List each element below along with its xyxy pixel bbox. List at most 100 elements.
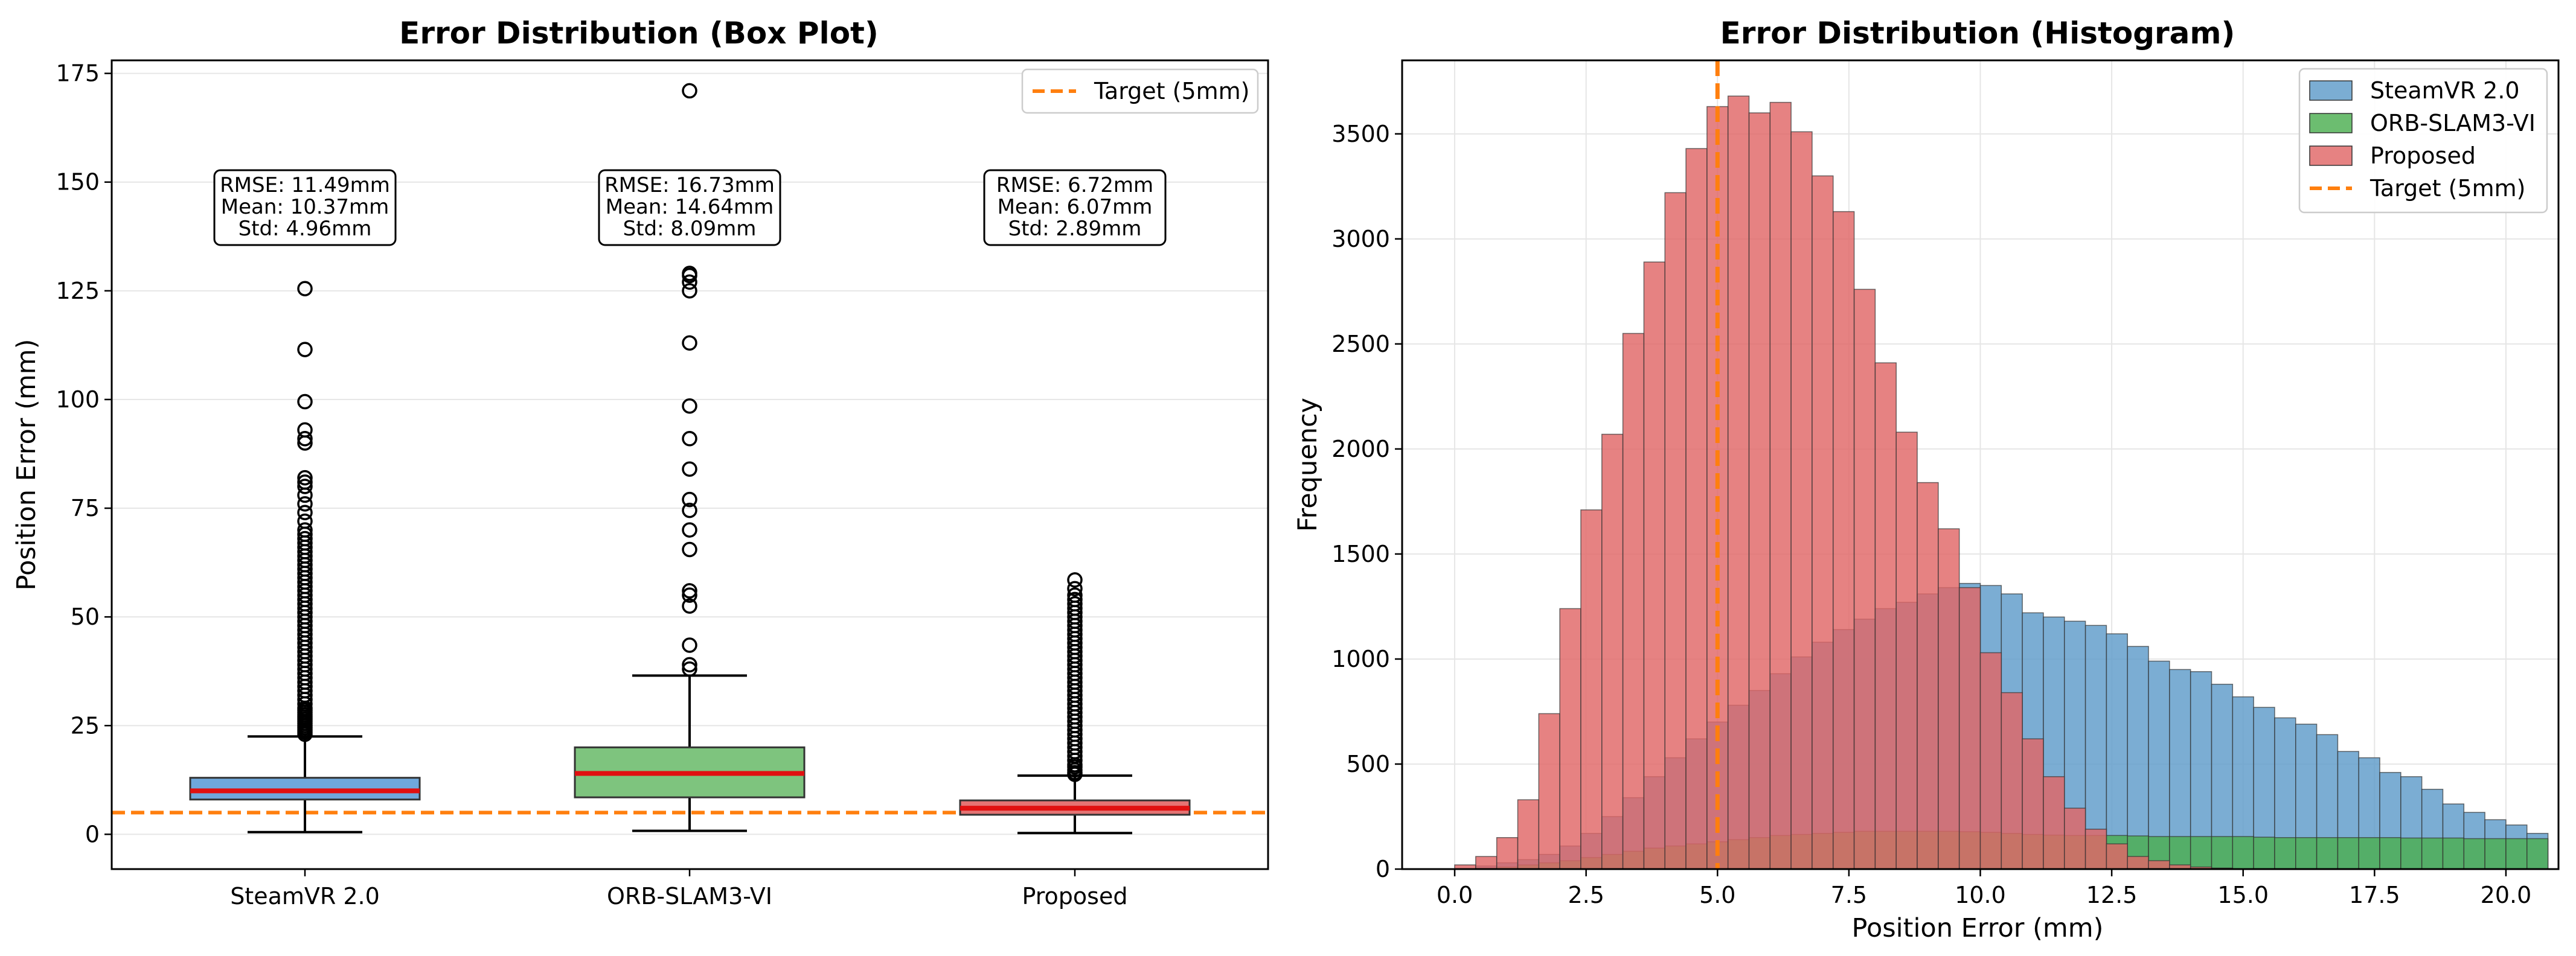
histogram-bar (2253, 836, 2275, 870)
histogram-bars (1454, 95, 2549, 870)
box-outlier-point (1067, 587, 1083, 603)
box-outlier-point (297, 496, 313, 512)
histogram-bar (2106, 843, 2128, 870)
box-plot-x-tick-label: Proposed (1022, 883, 1128, 910)
box-outlier-point (682, 431, 697, 447)
box-outlier-point (682, 274, 697, 290)
histogram-bar (1938, 528, 1960, 870)
box-outlier-point (682, 657, 697, 673)
histogram-bar (1812, 175, 1834, 870)
box-orb-slam3-vi (574, 83, 806, 832)
box-outlier-point (682, 637, 697, 653)
histogram-bar (1979, 652, 2002, 870)
box-stats-frame (983, 169, 1167, 246)
histogram-legend: SteamVR 2.0 ORB-SLAM3-VI Proposed Target (5… (2298, 68, 2548, 214)
box-plot-x-tick-label: ORB-SLAM3-VI (607, 883, 772, 910)
histogram-bar (2463, 838, 2485, 870)
histogram-bar (2442, 837, 2465, 870)
histogram-bar (2526, 838, 2549, 870)
histogram-x-tick-label: 20.0 (2481, 882, 2532, 908)
histogram-bar (2084, 625, 2107, 870)
histogram-y-tick-label: 2000 (1331, 436, 1390, 462)
histogram-bar (2421, 837, 2444, 870)
box-outlier-point (297, 281, 313, 296)
histogram-bar (2295, 837, 2318, 870)
histogram-legend-label: Proposed (2370, 142, 2476, 169)
histogram-bar (2211, 836, 2234, 870)
histogram-bar (1895, 432, 1918, 870)
box-plot-x-tick-label: SteamVR 2.0 (230, 883, 380, 910)
histogram-y-tick-label: 3500 (1331, 121, 1390, 147)
histogram-x-tick-label: 0.0 (1437, 882, 1473, 908)
box-outlier-point (297, 513, 313, 529)
histogram-y-tick-label: 1500 (1331, 541, 1390, 567)
box-plot-y-tick-label: 175 (56, 60, 100, 87)
histogram-bar (2064, 808, 2086, 870)
box-outlier-point (682, 83, 697, 99)
histogram-bar (1664, 192, 1687, 870)
box-outlier-point (297, 470, 313, 486)
histogram-legend-label: ORB-SLAM3-VI (2370, 110, 2536, 136)
histogram-bar (1958, 587, 1981, 870)
box-plot-legend: Target (5mm) (1021, 68, 1259, 114)
box-stats-line: Mean: 10.37mm (221, 195, 389, 219)
histogram-bar (1622, 333, 1645, 870)
box-plot-boxes (189, 83, 1191, 835)
histogram-x-ticks: 0.0 2.5 5.0 7.5 10.0 12.5 15.0 17.5 20.0 (1437, 869, 2531, 908)
histogram-frame (1401, 59, 2560, 870)
histogram-y-tick-label: 500 (1346, 751, 1390, 777)
histogram-bar (2316, 837, 2339, 870)
box-plot-y-label: Position Error (mm) (11, 339, 42, 591)
histogram-bar (1601, 433, 1624, 870)
histogram-bar (1538, 713, 1560, 870)
box-plot-frame (111, 59, 1269, 870)
box-outlier-point (297, 422, 313, 438)
box-plot-panel: Error Distribution (Box Plot) Position E… (11, 16, 1269, 910)
histogram-bar (2084, 829, 2107, 870)
histogram-x-tick-label: 12.5 (2086, 882, 2138, 908)
histogram-y-tick-label: 2500 (1331, 331, 1390, 357)
box-outlier-point (682, 661, 697, 677)
box-outlier-point (297, 522, 313, 538)
histogram-bar (2043, 776, 2065, 870)
histogram-bar (1580, 509, 1603, 870)
histogram-bar (2127, 856, 2149, 870)
box-stats-line: Mean: 14.64mm (606, 195, 774, 219)
histogram-legend-swatch (2309, 80, 2353, 101)
histogram-bar (1833, 211, 1855, 870)
box-outlier-point (1067, 596, 1083, 612)
histogram-bar (2400, 837, 2423, 870)
histogram-legend-frame (2298, 68, 2548, 214)
histogram-bar (1874, 362, 1897, 870)
histogram-bar (2379, 837, 2401, 870)
histogram-bar (1517, 799, 1540, 870)
box-plot-y-tick-label: 50 (71, 604, 100, 630)
box-outlier-point (297, 342, 313, 357)
histogram-bar (2022, 738, 2044, 870)
histogram-panel: Error Distribution (Histogram) Frequency… (1293, 16, 2560, 943)
box-plot-title: Error Distribution (Box Plot) (399, 16, 879, 51)
box-stats-line: RMSE: 6.72mm (996, 173, 1153, 197)
box-outlier-point (682, 583, 697, 599)
box-outlier-point (682, 283, 697, 299)
box-outlier-point (297, 531, 313, 547)
histogram-legend-swatch (2309, 145, 2353, 166)
box-outlier-point (297, 505, 313, 520)
box-outlier-point (682, 502, 697, 518)
histogram-x-label: Position Error (mm) (1852, 913, 2104, 943)
histogram-legend-label: SteamVR 2.0 (2370, 77, 2520, 104)
histogram-bar (1643, 261, 1665, 870)
box-plot-y-tick-label: 25 (71, 712, 100, 739)
histogram-bar (2169, 836, 2191, 870)
histogram-bar (1748, 112, 1771, 870)
histogram-bar (2190, 836, 2212, 870)
box-outlier-point (1067, 572, 1083, 588)
box-proposed (959, 572, 1191, 835)
histogram-x-tick-label: 10.0 (1955, 882, 2006, 908)
box-plot-y-tick-label: 100 (56, 386, 100, 413)
